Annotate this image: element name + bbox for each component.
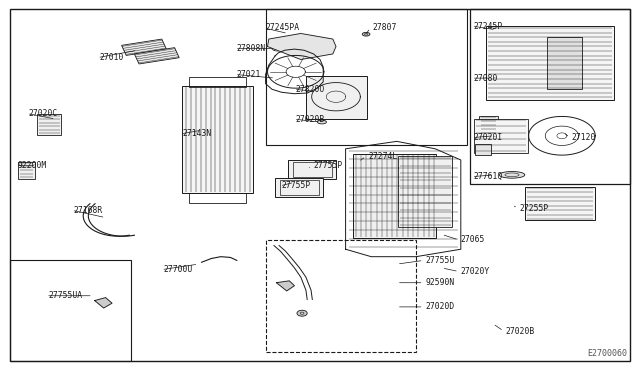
Bar (10, 260, 131, 361)
Text: 27065: 27065 (461, 235, 485, 244)
Bar (182, 86, 253, 193)
Text: 27755P: 27755P (314, 161, 343, 170)
Text: 27807: 27807 (372, 23, 397, 32)
Bar (475, 144, 491, 155)
Ellipse shape (297, 310, 307, 316)
Text: 27245PA: 27245PA (266, 23, 300, 32)
Text: 27755U: 27755U (426, 256, 455, 265)
Bar (398, 156, 452, 227)
Text: 27020B: 27020B (506, 327, 535, 336)
Polygon shape (134, 48, 179, 64)
Text: 27020Y: 27020Y (461, 267, 490, 276)
Text: 27020I: 27020I (474, 133, 503, 142)
Text: E2700060: E2700060 (588, 349, 627, 358)
Text: 27010: 27010 (99, 53, 124, 62)
Text: 27120: 27120 (572, 133, 596, 142)
Text: 27020D: 27020D (426, 302, 455, 311)
Polygon shape (95, 298, 112, 308)
Polygon shape (268, 33, 336, 60)
Text: 27808N: 27808N (237, 44, 266, 53)
Polygon shape (122, 39, 166, 55)
Ellipse shape (499, 171, 525, 178)
Bar (288, 160, 336, 179)
Bar (470, 9, 630, 184)
Ellipse shape (362, 32, 370, 36)
Text: 27755P: 27755P (282, 182, 311, 190)
Bar (189, 193, 246, 203)
Bar (293, 162, 332, 177)
Bar (18, 162, 35, 179)
Text: 27255P: 27255P (520, 204, 549, 213)
Text: 27755UA: 27755UA (48, 291, 82, 300)
Bar (353, 154, 436, 238)
Bar (486, 26, 614, 100)
Text: 27700U: 27700U (163, 265, 193, 274)
Bar (37, 114, 61, 135)
Bar (189, 77, 246, 87)
Text: 27021: 27021 (237, 70, 261, 79)
Bar (474, 119, 528, 153)
Ellipse shape (272, 46, 285, 51)
Bar (266, 9, 467, 145)
Text: 27143N: 27143N (182, 129, 212, 138)
Text: 92590N: 92590N (426, 278, 455, 287)
Ellipse shape (317, 120, 326, 124)
Text: 27020C: 27020C (29, 109, 58, 118)
Bar (306, 76, 367, 119)
Ellipse shape (483, 137, 492, 142)
Text: 27020B: 27020B (296, 115, 325, 124)
Bar (275, 178, 323, 197)
Text: 27820O: 27820O (296, 85, 325, 94)
Text: 27761Q: 27761Q (474, 172, 503, 181)
Bar (525, 187, 595, 220)
Text: 27274L: 27274L (368, 152, 397, 161)
Bar (280, 180, 319, 195)
Text: 27245P: 27245P (474, 22, 503, 31)
Bar (266, 240, 416, 352)
Text: 27080: 27080 (474, 74, 498, 83)
Text: 92200M: 92200M (18, 161, 47, 170)
Polygon shape (276, 281, 294, 291)
Bar (479, 116, 498, 134)
Text: 27168R: 27168R (74, 206, 103, 215)
Bar (547, 37, 582, 89)
